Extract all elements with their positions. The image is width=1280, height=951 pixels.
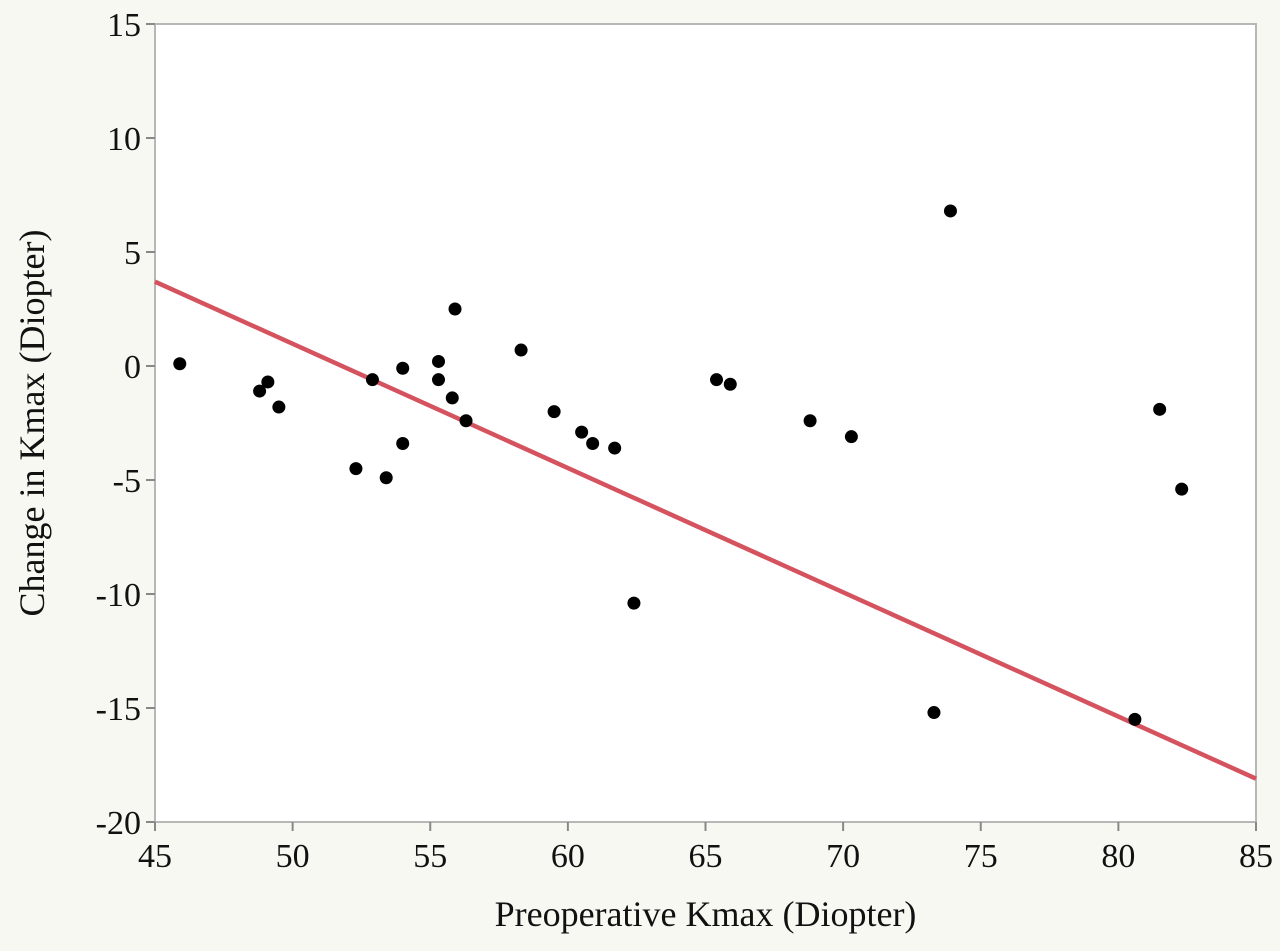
regression-line [154, 279, 1257, 781]
data-point [379, 471, 393, 485]
data-point [365, 373, 379, 387]
y-tick-label: 5 [124, 235, 141, 272]
y-tick-labels: 15 10 5 0 -5 -10 -15 -20 [96, 7, 141, 842]
x-tick-label: 65 [689, 838, 723, 875]
x-tick-label: 55 [413, 838, 447, 875]
data-point [547, 405, 561, 419]
data-point [459, 414, 473, 428]
data-point [627, 596, 641, 610]
data-point [396, 437, 410, 451]
data-point [710, 373, 724, 387]
data-point [575, 425, 589, 439]
fit-layer [154, 279, 1257, 781]
data-point [586, 437, 600, 451]
y-tick-label: -10 [96, 577, 141, 614]
x-tick-label: 85 [1239, 838, 1273, 875]
x-axis-title: Preoperative Kmax (Diopter) [495, 894, 917, 934]
data-point [396, 361, 410, 375]
y-tick-label: -5 [113, 463, 141, 500]
data-point [272, 400, 286, 414]
y-tick-label: -20 [96, 805, 141, 842]
data-point [432, 354, 446, 368]
plot-area [154, 23, 1257, 823]
data-point [445, 391, 459, 405]
data-point [1175, 482, 1189, 496]
x-tick-label: 45 [138, 838, 172, 875]
data-point [608, 441, 622, 455]
x-tick-label: 70 [826, 838, 860, 875]
data-point [803, 414, 817, 428]
points-layer [173, 204, 1189, 726]
y-tick-label: 15 [107, 7, 141, 44]
data-point [723, 377, 737, 391]
tick-marks [146, 23, 1257, 831]
data-point [261, 375, 275, 389]
y-tick-label: 0 [124, 349, 141, 386]
data-point [514, 343, 528, 357]
data-point [943, 204, 957, 218]
data-point [173, 357, 187, 371]
data-point [1128, 712, 1142, 726]
x-tick-label: 60 [551, 838, 585, 875]
data-point [844, 430, 858, 444]
x-tick-labels: 45 50 55 60 65 70 75 80 85 [138, 838, 1273, 875]
data-point [448, 302, 462, 316]
x-tick-label: 75 [964, 838, 998, 875]
y-tick-label: 10 [107, 121, 141, 158]
y-tick-label: -15 [96, 691, 141, 728]
data-point [927, 706, 941, 720]
data-point [253, 384, 267, 398]
y-axis-title: Change in Kmax (Diopter) [12, 230, 52, 617]
data-point [349, 462, 363, 476]
x-tick-label: 80 [1101, 838, 1135, 875]
data-point [432, 373, 446, 387]
x-tick-label: 50 [276, 838, 310, 875]
data-point [1153, 402, 1167, 416]
